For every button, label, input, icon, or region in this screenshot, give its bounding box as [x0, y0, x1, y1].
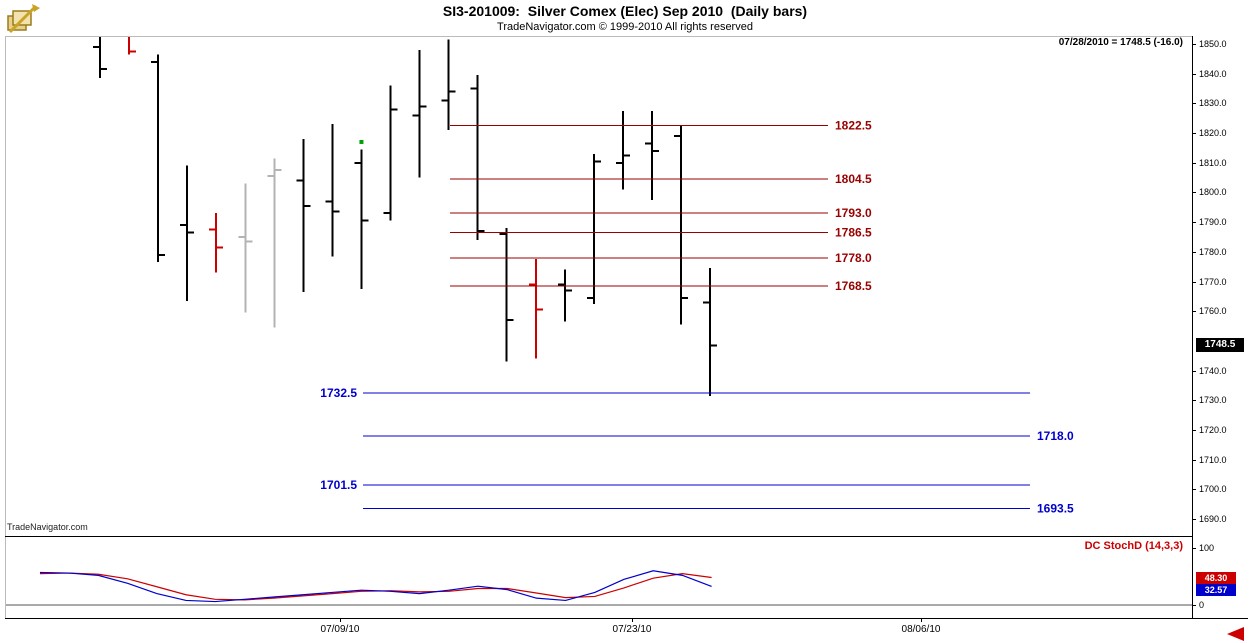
axis-tick	[340, 618, 341, 622]
ohlc-bar[interactable]	[674, 125, 688, 325]
ohlc-bar[interactable]	[325, 124, 340, 257]
axis-tick	[1192, 192, 1196, 194]
axis-tick	[921, 618, 922, 622]
price-axis-label: 1820.0	[1199, 128, 1227, 139]
price-axis-label: 1770.0	[1199, 276, 1227, 287]
stochd-red-line[interactable]	[39, 572, 712, 601]
axis-tick	[1192, 519, 1196, 520]
axis-tick	[1192, 251, 1196, 253]
price-axis-label: 1790.0	[1199, 217, 1227, 228]
green-signal-marker	[359, 139, 364, 144]
axis-tick	[1192, 370, 1196, 372]
ohlc-bar[interactable]	[383, 85, 398, 221]
frame-line	[5, 36, 1192, 37]
axis-tick	[1192, 133, 1196, 135]
axis-tick	[1192, 162, 1196, 164]
resistance-label: 1778.0	[835, 251, 872, 265]
ohlc-bar[interactable]	[499, 228, 514, 362]
ohlc-bar[interactable]	[238, 183, 253, 313]
ohlc-bar[interactable]	[615, 110, 630, 190]
price-axis-label: 1710.0	[1199, 454, 1227, 465]
ohlc-bar[interactable]	[586, 153, 601, 304]
app-logo-icon[interactable]	[4, 2, 42, 35]
price-chart[interactable]: 1822.5 1804.5 1793.0 1786.5 1778.0 1768.5 1732…	[5, 36, 1192, 536]
axis-tick	[1192, 44, 1196, 45]
stoch-indicator-panel[interactable]	[5, 537, 1192, 618]
resistance-label: 1804.5	[835, 172, 872, 186]
price-chart-canvas: 1822.5 1804.5 1793.0 1786.5 1778.0 1768.5 1732…	[93, 36, 1074, 516]
axis-tick	[1192, 429, 1196, 431]
support-label: 1701.5	[320, 478, 357, 492]
axis-tick	[1192, 73, 1196, 75]
axis-tick	[1192, 222, 1196, 224]
last-quote-readout: 07/28/2010 = 1748.5 (-16.0)	[1058, 37, 1183, 48]
axis-tick	[1192, 459, 1196, 461]
ohlc-bar[interactable]	[122, 36, 137, 55]
price-axis-label: 1830.0	[1199, 98, 1227, 109]
scroll-left-arrow-icon[interactable]	[1227, 627, 1244, 641]
axis-tick	[1192, 548, 1196, 549]
ohlc-bar[interactable]	[180, 165, 195, 301]
price-axis-label: 1720.0	[1199, 424, 1227, 435]
stoch-axis-0: 0	[1199, 600, 1205, 610]
ohlc-bar[interactable]	[151, 54, 166, 263]
ohlc-bar[interactable]	[703, 268, 718, 396]
stoch-canvas	[5, 570, 1192, 606]
ohlc-bar[interactable]	[441, 39, 456, 131]
resistance-label: 1822.5	[835, 119, 872, 133]
axis-tick	[1192, 281, 1196, 283]
last-price-badge: 1748.5	[1196, 338, 1244, 352]
chart-title: SI3-201009: Silver Comex (Elec) Sep 2010…	[442, 3, 808, 19]
support-label: 1718.0	[1037, 429, 1074, 443]
ohlc-bar[interactable]	[354, 149, 369, 289]
axis-tick	[1192, 489, 1196, 491]
date-axis-label: 08/06/10	[901, 624, 941, 635]
date-axis-label: 07/23/10	[612, 624, 652, 635]
ohlc-bar[interactable]	[267, 158, 282, 328]
ohlc-bar[interactable]	[93, 36, 107, 79]
price-axis-label: 1690.0	[1199, 514, 1227, 524]
stoch-axis-100: 100	[1199, 543, 1215, 553]
date-axis-label: 07/09/10	[320, 624, 360, 635]
price-axis-label: 1850.0	[1199, 39, 1227, 49]
logo-graphic	[7, 4, 40, 34]
support-label: 1732.5	[320, 386, 357, 400]
axis-tick	[1192, 311, 1196, 313]
price-axis-label: 1810.0	[1199, 157, 1227, 168]
copyright-text: TradeNavigator.com © 1999-2010 All right…	[497, 21, 753, 33]
price-axis-label: 1780.0	[1199, 246, 1227, 257]
frame-line	[5, 36, 6, 618]
price-axis-label: 1800.0	[1199, 187, 1227, 198]
resistance-label: 1768.5	[835, 279, 872, 293]
resistance-label: 1793.0	[835, 206, 872, 220]
frame-line	[5, 536, 1192, 537]
price-axis-label: 1740.0	[1199, 365, 1227, 376]
ohlc-bar[interactable]	[470, 75, 485, 240]
ohlc-bar[interactable]	[528, 259, 543, 359]
axis-tick	[1192, 400, 1196, 402]
frame-line	[5, 618, 1248, 619]
indicator-label: DC StochD (14,3,3)	[1084, 540, 1183, 552]
axis-tick	[1192, 103, 1196, 105]
ohlc-bar[interactable]	[296, 139, 311, 292]
ohlc-bar[interactable]	[644, 110, 659, 200]
axis-tick	[632, 618, 633, 622]
resistance-label: 1786.5	[835, 226, 872, 240]
stochd-blue-line[interactable]	[39, 570, 712, 603]
stoch-value-red: 48.30	[1196, 572, 1236, 584]
ohlc-bar[interactable]	[557, 269, 572, 322]
price-axis-label: 1760.0	[1199, 306, 1227, 317]
frame-line	[1192, 36, 1193, 618]
price-axis-label: 1840.0	[1199, 68, 1227, 79]
support-label: 1693.5	[1037, 502, 1074, 516]
price-axis-label: 1700.0	[1199, 484, 1227, 495]
watermark: TradeNavigator.com	[7, 522, 88, 532]
ohlc-bar[interactable]	[412, 49, 427, 178]
price-axis-label: 1730.0	[1199, 395, 1227, 406]
ohlc-bar[interactable]	[209, 213, 224, 273]
stoch-value-blue: 32.57	[1196, 584, 1236, 596]
axis-tick	[1192, 605, 1196, 606]
